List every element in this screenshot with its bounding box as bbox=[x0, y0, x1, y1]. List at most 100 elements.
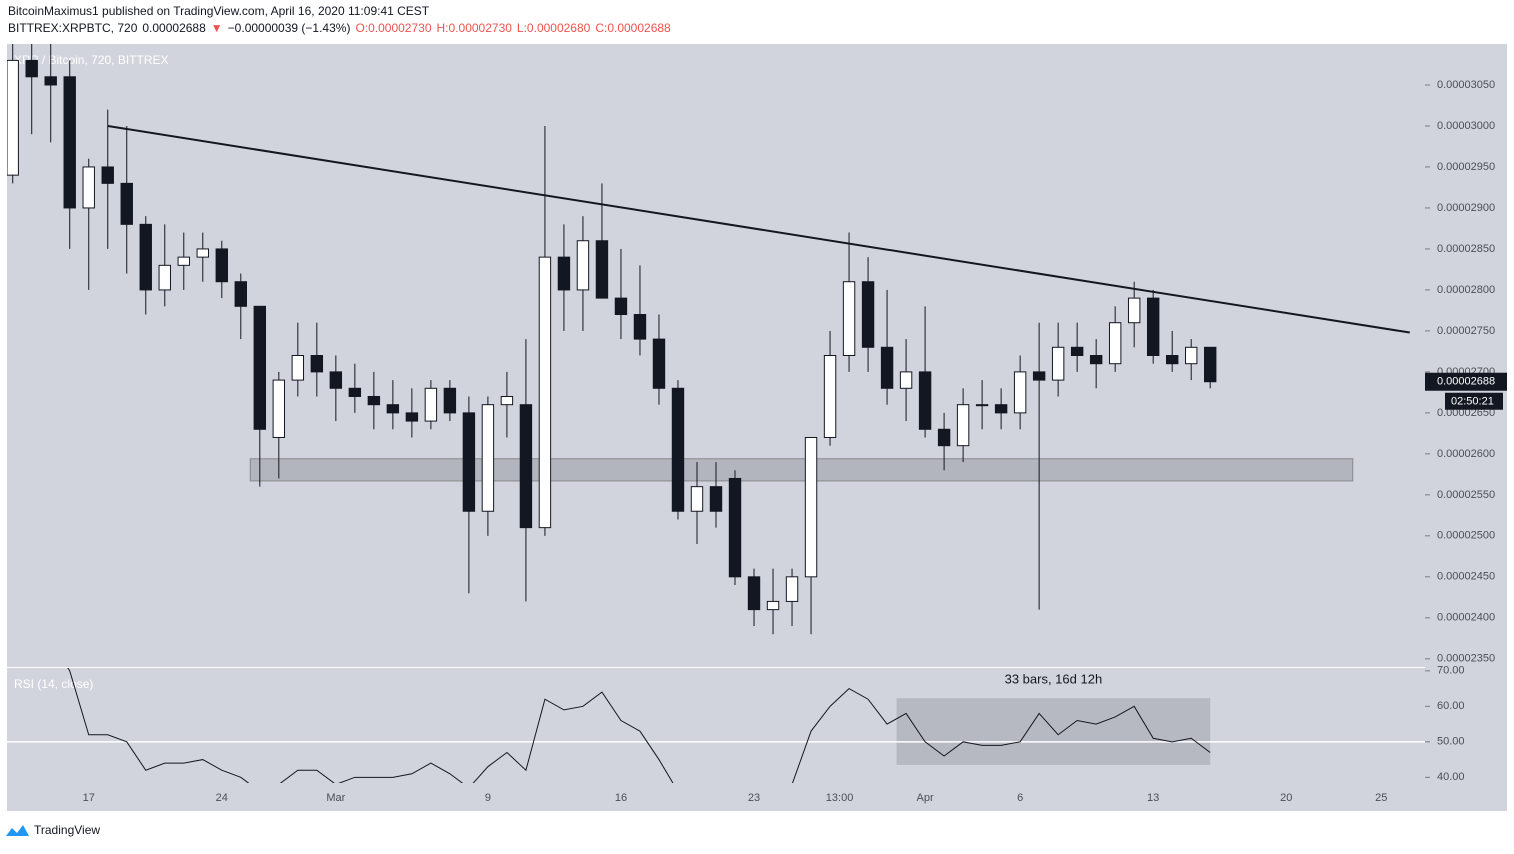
y-tick-label: 0.00002550 bbox=[1437, 489, 1495, 501]
time-axis bbox=[7, 783, 1507, 811]
rsi-line bbox=[67, 668, 1211, 783]
candle-body bbox=[861, 281, 875, 348]
price-tag bbox=[1425, 372, 1507, 391]
range-box bbox=[896, 698, 1211, 765]
rsi-tick-label: 70.00 bbox=[1437, 665, 1465, 677]
range-box-label: 33 bars, 16d 12h bbox=[1005, 672, 1103, 687]
support-zone bbox=[249, 458, 1354, 482]
candle-body bbox=[196, 248, 209, 258]
candle-body bbox=[272, 379, 286, 438]
candle-body bbox=[652, 338, 666, 389]
header-field: O:0.00002730 bbox=[355, 21, 431, 35]
candle-body bbox=[348, 387, 362, 397]
price-axis bbox=[1425, 44, 1507, 783]
candle-body bbox=[937, 428, 951, 447]
candle-body bbox=[25, 59, 38, 78]
candle-body bbox=[994, 404, 1008, 414]
x-tick-label: 25 bbox=[1375, 792, 1387, 804]
y-tick-label: 0.00002950 bbox=[1437, 161, 1495, 173]
ohlc-line: BITTREX:XRPBTC, 720 0.00002688 ▼ −0.0000003… bbox=[8, 21, 671, 35]
candle-body bbox=[918, 371, 932, 430]
x-tick-label: 16 bbox=[615, 792, 627, 804]
candle-body bbox=[63, 76, 76, 209]
header-field: 0.00002688 bbox=[142, 21, 206, 35]
candle-body bbox=[1165, 355, 1179, 365]
header-field: BITTREX:XRPBTC, 720 bbox=[8, 21, 138, 35]
x-tick-label: 20 bbox=[1280, 792, 1292, 804]
header-field: −0.00000039 (−1.43%) bbox=[228, 21, 351, 35]
candle-body bbox=[405, 412, 419, 422]
candle-body bbox=[158, 264, 171, 291]
candle-body bbox=[633, 314, 647, 340]
y-tick-label: 0.00002400 bbox=[1437, 612, 1495, 624]
candle-body bbox=[899, 371, 913, 389]
rsi-tick-label: 50.00 bbox=[1437, 736, 1465, 748]
candle-body bbox=[1127, 297, 1141, 324]
y-tick-label: 0.00002750 bbox=[1437, 325, 1495, 337]
candle-body bbox=[1013, 371, 1027, 414]
candle-body bbox=[1204, 346, 1217, 383]
header-field: ▼ bbox=[211, 21, 223, 35]
candle-body bbox=[101, 166, 114, 184]
candle-body bbox=[595, 240, 609, 299]
y-tick-label: 0.00002900 bbox=[1437, 202, 1495, 214]
rsi-legend: RSI (14, close) bbox=[14, 677, 93, 691]
candle-body bbox=[842, 281, 856, 357]
y-tick-label: 0.00002500 bbox=[1437, 530, 1495, 542]
header-field: C:0.00002688 bbox=[595, 21, 671, 35]
price-tag-label: 0.00002688 bbox=[1437, 376, 1495, 388]
y-tick-label: 0.00002350 bbox=[1437, 653, 1495, 665]
y-tick-label: 0.00002850 bbox=[1437, 243, 1495, 255]
candle-body bbox=[329, 371, 343, 389]
candle-body bbox=[291, 355, 305, 381]
candle-body bbox=[538, 256, 552, 529]
trendline bbox=[107, 124, 1410, 334]
x-tick-label: 6 bbox=[1017, 792, 1023, 804]
x-tick-label: 23 bbox=[748, 792, 760, 804]
candle-body bbox=[671, 387, 685, 512]
symbol-legend: XRP / Bitcoin, 720, BITTREX bbox=[14, 53, 169, 67]
candle-body bbox=[1070, 346, 1084, 357]
rsi-pane bbox=[7, 668, 1425, 783]
candle-body bbox=[823, 355, 837, 438]
candle-body bbox=[975, 404, 989, 407]
candle-body bbox=[956, 404, 970, 447]
rsi-tick-label: 60.00 bbox=[1437, 700, 1465, 712]
y-tick-label: 0.00003000 bbox=[1437, 120, 1495, 132]
candle-body bbox=[386, 404, 400, 414]
candle-body bbox=[576, 240, 590, 291]
candle-body bbox=[804, 436, 818, 578]
candle-body bbox=[367, 395, 381, 406]
candle-body bbox=[614, 297, 628, 316]
header-field: H:0.00002730 bbox=[437, 21, 513, 35]
candle-body bbox=[1184, 346, 1198, 365]
rsi-tick-label: 40.00 bbox=[1437, 771, 1465, 783]
header-field: L:0.00002680 bbox=[517, 21, 591, 35]
candle-body bbox=[785, 576, 799, 602]
x-tick-label: 24 bbox=[216, 792, 228, 804]
candle-body bbox=[709, 486, 723, 512]
candle-body bbox=[766, 600, 780, 611]
candle-body bbox=[82, 166, 95, 209]
y-tick-label: 0.00002450 bbox=[1437, 571, 1495, 583]
candle-body bbox=[519, 404, 533, 529]
candle-body bbox=[481, 404, 495, 512]
published-line: BitcoinMaximus1 published on TradingView… bbox=[8, 4, 430, 18]
candle-body bbox=[728, 477, 742, 578]
candle-body bbox=[1051, 346, 1065, 381]
tradingview-logo: TradingView bbox=[6, 823, 100, 837]
candle-body bbox=[139, 223, 152, 291]
candle-body bbox=[215, 248, 228, 283]
candle-body bbox=[443, 387, 457, 414]
candle-body bbox=[310, 355, 324, 373]
y-tick-label: 0.00002650 bbox=[1437, 407, 1495, 419]
candle-body bbox=[1108, 322, 1122, 365]
candle-body bbox=[7, 59, 19, 176]
timer: 02:50:21 bbox=[1451, 396, 1494, 408]
candle-body bbox=[500, 395, 514, 406]
brand: TradingView bbox=[34, 823, 100, 837]
x-tick-label: Mar bbox=[326, 792, 345, 804]
y-tick-label: 0.00002600 bbox=[1437, 448, 1495, 460]
